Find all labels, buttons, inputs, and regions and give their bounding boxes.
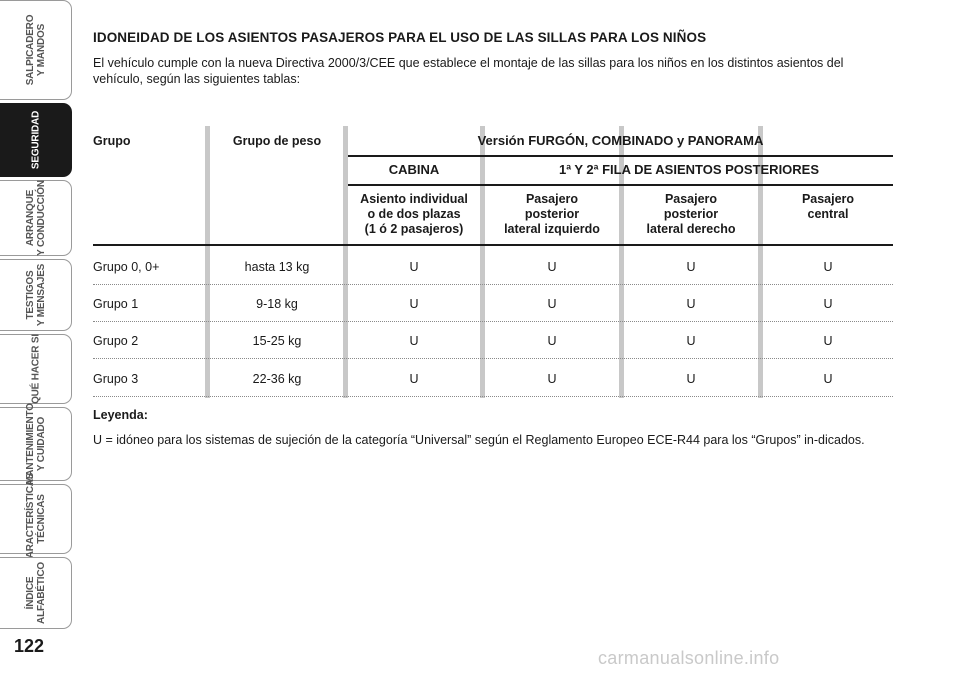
tab-arranque[interactable]: ARRANQUE Y CONDUCCIÓN bbox=[0, 180, 72, 256]
header-line: posterior bbox=[524, 207, 580, 221]
cell-value: U bbox=[409, 297, 419, 311]
header-line: lateral derecho bbox=[646, 222, 736, 236]
tab-seguridad[interactable]: SEGURIDAD bbox=[0, 103, 72, 177]
header-line: Asiento individual bbox=[360, 192, 468, 206]
header-filas: 1ª Y 2ª FILA DE ASIENTOS POSTERIORES bbox=[558, 162, 820, 177]
version-name: FURGÓN, COMBINADO y PANORAMA bbox=[528, 133, 764, 148]
header-rule bbox=[93, 244, 893, 246]
cell-value: U bbox=[409, 260, 419, 274]
header-line: Pasajero bbox=[664, 192, 718, 206]
row-divider bbox=[93, 396, 893, 397]
header-grupo: Grupo bbox=[93, 134, 131, 148]
tab-label: SALPICADERO Y MANDOS bbox=[24, 14, 47, 86]
row-divider bbox=[93, 321, 893, 322]
header-line: posterior bbox=[663, 207, 719, 221]
header-line: lateral izquierdo bbox=[504, 222, 600, 236]
tab-label: CARACTERÍSTICAS TÉCNICAS bbox=[24, 472, 47, 566]
cell-value: U bbox=[547, 260, 557, 274]
tab-label: QUÉ HACER SI bbox=[30, 334, 41, 404]
tab-testigos[interactable]: TESTIGOS Y MENSAJES bbox=[0, 259, 72, 331]
cell-value: U bbox=[409, 334, 419, 348]
page-number: 122 bbox=[14, 636, 45, 656]
cell-value: U bbox=[823, 372, 833, 386]
tab-que-hacer-si[interactable]: QUÉ HACER SI bbox=[0, 334, 72, 404]
header-line: Pasajero bbox=[801, 192, 855, 206]
watermark: carmanualsonline.info bbox=[598, 648, 780, 668]
cell-value: U bbox=[686, 372, 696, 386]
legend-text: U = idóneo para los sistemas de sujeción… bbox=[93, 433, 865, 447]
row-divider bbox=[93, 284, 893, 285]
cell-grupo: Grupo 1 bbox=[93, 297, 139, 311]
cell-value: U bbox=[823, 297, 833, 311]
header-sub-derecho: Pasajero posterior lateral derecho bbox=[624, 192, 758, 237]
version-prefix: Versión bbox=[477, 133, 525, 148]
cell-value: U bbox=[686, 260, 696, 274]
cell-grupo: Grupo 3 bbox=[93, 372, 139, 386]
cell-value: U bbox=[686, 334, 696, 348]
header-rule bbox=[348, 184, 893, 186]
tab-label: ÍNDICE ALFABÉTICO bbox=[24, 562, 47, 624]
cell-peso: 9-18 kg bbox=[256, 297, 298, 311]
header-cabina: CABINA bbox=[388, 162, 440, 177]
header-line: central bbox=[807, 207, 849, 221]
header-line: Pasajero bbox=[525, 192, 579, 206]
cell-value: U bbox=[547, 372, 557, 386]
cell-peso: 15-25 kg bbox=[252, 334, 302, 348]
column-divider bbox=[343, 126, 348, 398]
cell-peso: hasta 13 kg bbox=[244, 260, 310, 274]
legend-title: Leyenda: bbox=[93, 408, 148, 422]
header-sub-central: Pasajero central bbox=[763, 192, 893, 222]
row-divider bbox=[93, 358, 893, 359]
tab-caracteristicas[interactable]: CARACTERÍSTICAS TÉCNICAS bbox=[0, 473, 72, 565]
tab-indice[interactable]: ÍNDICE ALFABÉTICO bbox=[0, 557, 72, 629]
header-sub-cabina: Asiento individual o de dos plazas (1 ó … bbox=[348, 192, 480, 237]
tab-label: SEGURIDAD bbox=[30, 110, 41, 170]
cell-value: U bbox=[686, 297, 696, 311]
section-sidebar: SALPICADERO Y MANDOS SEGURIDAD ARRANQUE Y … bbox=[0, 0, 80, 676]
page-title: IDONEIDAD DE LOS ASIENTOS PASAJEROS PARA… bbox=[93, 30, 707, 45]
header-rule bbox=[348, 155, 893, 157]
column-divider bbox=[480, 126, 485, 398]
tab-label: ARRANQUE Y CONDUCCIÓN bbox=[24, 180, 47, 256]
cell-value: U bbox=[409, 372, 419, 386]
cell-value: U bbox=[823, 334, 833, 348]
header-sub-izquierdo: Pasajero posterior lateral izquierdo bbox=[485, 192, 619, 237]
suitability-table: Grupo Grupo de peso Versión FURGÓN, COMB… bbox=[93, 126, 893, 398]
cell-value: U bbox=[547, 334, 557, 348]
header-line: (1 ó 2 pasajeros) bbox=[364, 222, 464, 236]
column-divider bbox=[619, 126, 624, 398]
tab-salpicadero[interactable]: SALPICADERO Y MANDOS bbox=[0, 0, 72, 100]
tab-label: TESTIGOS Y MENSAJES bbox=[24, 263, 47, 327]
cell-value: U bbox=[547, 297, 557, 311]
cell-grupo: Grupo 0, 0+ bbox=[93, 260, 160, 274]
column-divider bbox=[205, 126, 210, 398]
header-version: Versión FURGÓN, COMBINADO y PANORAMA bbox=[348, 133, 893, 148]
header-peso: Grupo de peso bbox=[232, 134, 322, 148]
intro-paragraph: El vehículo cumple con la nueva Directiv… bbox=[93, 56, 844, 86]
cell-grupo: Grupo 2 bbox=[93, 334, 139, 348]
header-line: o de dos plazas bbox=[367, 207, 461, 221]
cell-value: U bbox=[823, 260, 833, 274]
cell-peso: 22-36 kg bbox=[252, 372, 302, 386]
column-divider bbox=[758, 126, 763, 398]
tab-mantenimiento[interactable]: MANTENIMIENTO Y CUIDADO bbox=[0, 403, 72, 485]
